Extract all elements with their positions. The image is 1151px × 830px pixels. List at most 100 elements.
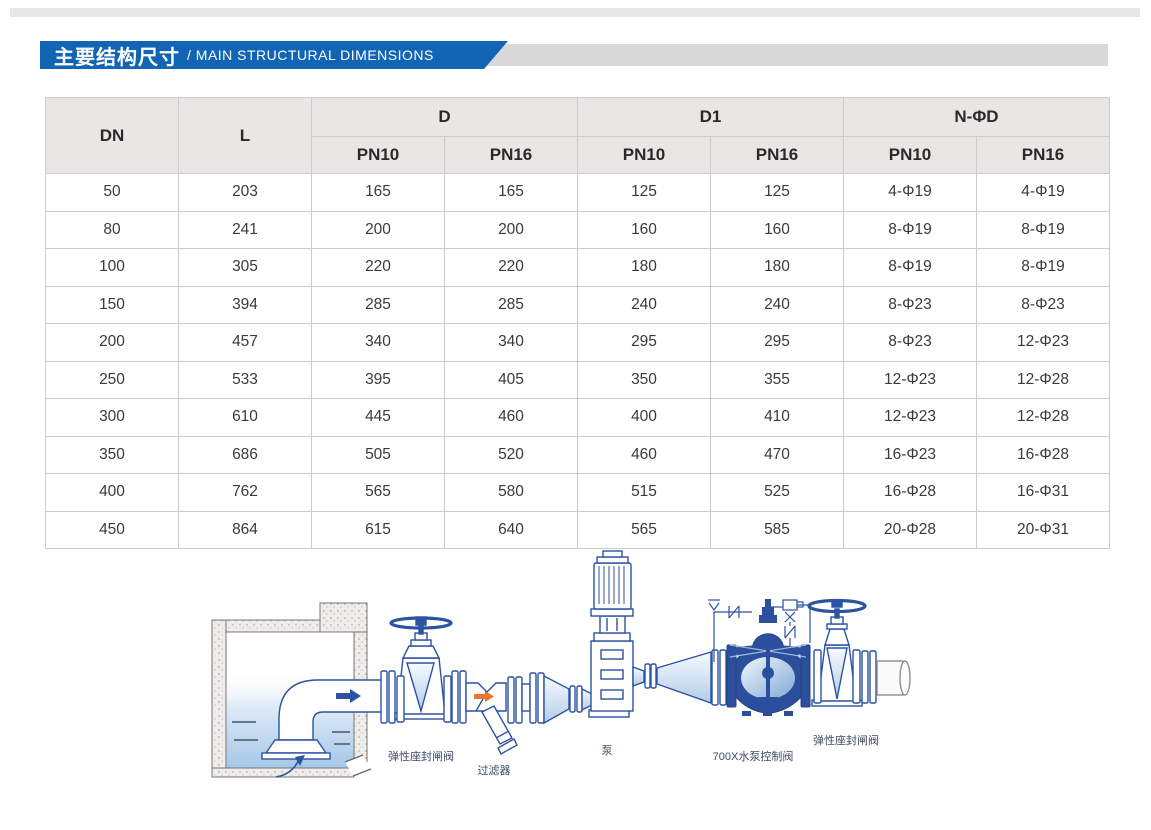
table-cell: 395: [311, 360, 445, 399]
label-gate-valve-1: 弹性座封闸阀: [388, 749, 454, 763]
table-cell: 80: [45, 210, 179, 249]
table-cell: 16-Φ23: [843, 435, 977, 474]
table-cell: 8-Φ19: [976, 248, 1110, 287]
table-cell: 285: [311, 285, 445, 324]
valve-wedge: [406, 662, 435, 714]
table-cell: 686: [178, 435, 312, 474]
table-cell: 240: [710, 285, 844, 324]
col-header-l: L: [178, 97, 312, 174]
table-cell: 150: [45, 285, 179, 324]
valve-wedge: [826, 647, 848, 700]
table-cell: 240: [577, 285, 711, 324]
table-cell: 460: [444, 398, 578, 437]
installation-diagram: 弹性座封闸阀 过滤器 泵 700X水泵控制阀 弹性座封闸阀: [211, 550, 911, 778]
table-cell: 394: [178, 285, 312, 324]
col-header-d: D: [311, 97, 578, 137]
table-row: 350 686 505 520 460 470 16-Φ23 16-Φ28: [45, 435, 1110, 474]
col-header-n-phi-d: N-ΦD: [843, 97, 1110, 137]
table-cell: 8-Φ19: [976, 210, 1110, 249]
table-cell: 350: [45, 435, 179, 474]
table-cell: 160: [577, 210, 711, 249]
table-cell: 16-Φ28: [976, 435, 1110, 474]
table-cell: 400: [577, 398, 711, 437]
table-cell: 180: [710, 248, 844, 287]
table-row: 450 864 615 640 565 585 20-Φ28 20-Φ31: [45, 510, 1110, 549]
outlet-pipe: [876, 660, 911, 696]
banner-gray-bar: [480, 44, 1108, 66]
subheader-n-pn16: PN16: [976, 136, 1110, 174]
table-cell: 470: [710, 435, 844, 474]
pump-motor: [593, 562, 632, 610]
table-row: 150 394 285 285 240 240 8-Φ23 8-Φ23: [45, 285, 1110, 324]
table-cell: 400: [45, 473, 179, 512]
table-cell: 20-Φ28: [843, 510, 977, 549]
subheader-n-pn10: PN10: [843, 136, 977, 174]
table-cell: 300: [45, 398, 179, 437]
table-cell: 20-Φ31: [976, 510, 1110, 549]
table-cell: 565: [577, 510, 711, 549]
pilot-piping: [708, 599, 811, 662]
wall-break-lines: [344, 754, 372, 777]
table-row: 80 241 200 200 160 160 8-Φ19 8-Φ19: [45, 210, 1110, 249]
intake-arrow-head: [295, 755, 305, 766]
table-cell: 8-Φ23: [976, 285, 1110, 324]
table-cell: 615: [311, 510, 445, 549]
table-cell: 12-Φ23: [976, 323, 1110, 362]
table-cell: 533: [178, 360, 312, 399]
table-cell: 8-Φ23: [843, 285, 977, 324]
table-cell: 200: [311, 210, 445, 249]
flow-arrow-icon: [336, 689, 361, 703]
label-pump: 泵: [602, 744, 613, 757]
table-body: 50 203 165 165 125 125 4-Φ19 4-Φ19 80 241 200 200 16…: [45, 173, 1110, 549]
dimensions-table: DN L D D1 N-ΦD PN10 PN16 PN10 PN16 PN10 …: [45, 97, 1110, 549]
table-cell: 410: [710, 398, 844, 437]
gate-valve-1: [380, 616, 467, 724]
table-cell: 285: [444, 285, 578, 324]
table-cell: 4-Φ19: [976, 173, 1110, 212]
table-cell: 12-Φ28: [976, 360, 1110, 399]
suction-pipe: [232, 679, 386, 778]
bell-mouth-lip: [261, 752, 331, 760]
table-cell: 340: [311, 323, 445, 362]
table-cell: 241: [178, 210, 312, 249]
strainer-leg: [481, 705, 513, 745]
table-cell: 200: [45, 323, 179, 362]
table-cell: 200: [444, 210, 578, 249]
table-cell: 220: [444, 248, 578, 287]
table-cell: 450: [45, 510, 179, 549]
table-cell: 180: [577, 248, 711, 287]
table-cell: 12-Φ28: [976, 398, 1110, 437]
table-cell: 50: [45, 173, 179, 212]
col-header-dn: DN: [45, 97, 179, 174]
table-cell: 305: [178, 248, 312, 287]
table-cell: 8-Φ19: [843, 210, 977, 249]
table-cell: 250: [45, 360, 179, 399]
table-cell: 8-Φ19: [843, 248, 977, 287]
table-cell: 295: [710, 323, 844, 362]
table-cell: 762: [178, 473, 312, 512]
label-strainer: 过滤器: [478, 764, 511, 777]
suction-reducer: [543, 674, 593, 725]
table-cell: 8-Φ23: [843, 323, 977, 362]
table-row: 250 533 395 405 350 355 12-Φ23 12-Φ28: [45, 360, 1110, 399]
strainer-cap: [497, 738, 518, 755]
table-cell: 12-Φ23: [843, 398, 977, 437]
table-cell: 165: [444, 173, 578, 212]
label-gate-valve-2: 弹性座封闸阀: [813, 733, 879, 747]
table-cell: 16-Φ28: [843, 473, 977, 512]
table-cell: 405: [444, 360, 578, 399]
pump: [588, 550, 657, 718]
table-cell: 16-Φ31: [976, 473, 1110, 512]
y-strainer: [465, 672, 545, 755]
col-header-d1: D1: [577, 97, 844, 137]
table-cell: 525: [710, 473, 844, 512]
table-cell: 4-Φ19: [843, 173, 977, 212]
table-cell: 520: [444, 435, 578, 474]
table-cell: 610: [178, 398, 312, 437]
table-cell: 565: [311, 473, 445, 512]
label-control-valve: 700X水泵控制阀: [713, 749, 794, 763]
table-cell: 445: [311, 398, 445, 437]
table-cell: 220: [311, 248, 445, 287]
gate-valve-2: [807, 598, 877, 707]
